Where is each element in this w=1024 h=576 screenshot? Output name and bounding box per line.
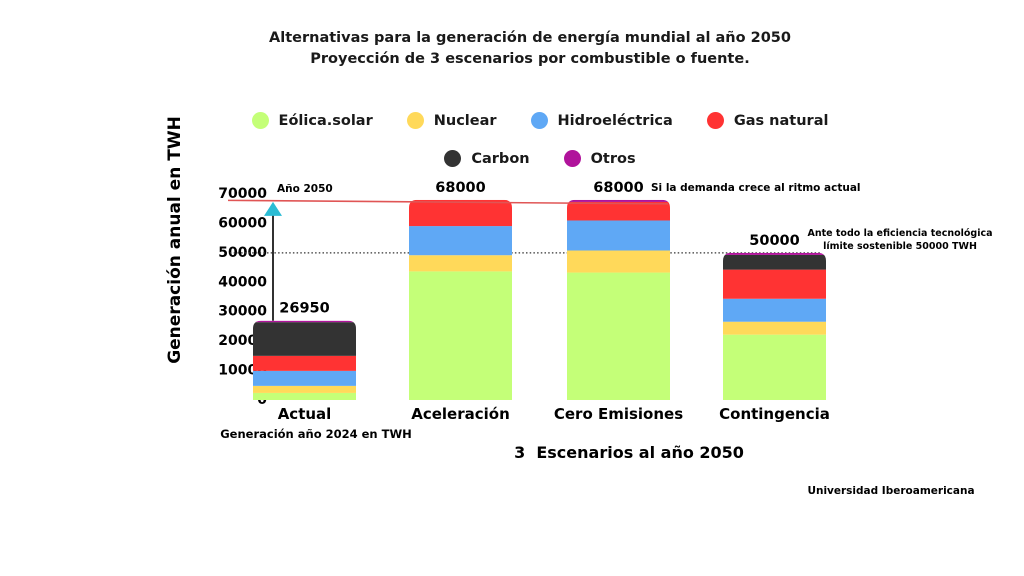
- bar-segment-gas-natural: [723, 269, 826, 299]
- legend-swatch-gas-natural: [706, 112, 724, 129]
- bar-segment-nuclear: [253, 385, 356, 393]
- y-tick-label: 30000: [218, 304, 267, 320]
- bar-stack: [723, 252, 826, 400]
- legend-item-eolica-solar: Eólica.solar: [251, 112, 373, 129]
- y-tick-label: 60000: [218, 215, 267, 231]
- legend-item-nuclear: Nuclear: [406, 112, 497, 129]
- legend-item-gas-natural: Gas natural: [706, 112, 829, 129]
- bar-segment-gas-natural: [409, 199, 512, 227]
- bar-total-label: 50000: [749, 233, 799, 249]
- x-axis-label: 3 Escenarios al año 2050: [514, 443, 744, 462]
- y-tick-label: 40000: [218, 274, 267, 290]
- legend-label: Otros: [590, 150, 636, 167]
- bar-segment-nuclear: [409, 255, 512, 272]
- legend-swatch-eolica-solar: [251, 112, 269, 129]
- x-tick-label: Cero Emisiones: [554, 405, 683, 423]
- x-tick-sublabel: Generación año 2024 en TWH: [220, 427, 412, 441]
- bar-segment-carbon: [723, 254, 826, 270]
- bar-segment-otros: [253, 320, 356, 323]
- legend-item-carbon: Carbon: [444, 150, 530, 167]
- bar-group-aceleracion: 68000: [409, 180, 512, 400]
- bars: 26950 68000 68000 50000: [230, 180, 826, 400]
- x-axis-categories: Actual Generación año 2024 en TWH Acelerac…: [220, 405, 830, 441]
- y-tick-label: 50000: [218, 245, 267, 261]
- bar-stack: [409, 199, 512, 400]
- bar-segment-carbon: [253, 322, 356, 356]
- bar-group-contingencia: 50000: [723, 233, 826, 400]
- bar-segment-hidroelectrica: [253, 370, 356, 386]
- y-axis-label: Generación anual en TWH: [165, 116, 185, 364]
- arrow-label: Año 2050: [277, 183, 333, 195]
- bar-stack: [253, 320, 356, 400]
- bar-group-actual: 26950: [253, 301, 356, 400]
- bar-segment-eolica-solar: [409, 271, 512, 400]
- chart-title: Alternativas para la generación de energ…: [269, 30, 791, 46]
- legend-row-2: Carbon Otros: [0, 150, 1024, 167]
- arrow-head-icon: [264, 201, 282, 216]
- bar-segment-eolica-solar: [567, 272, 670, 400]
- legend-label: Carbon: [471, 150, 530, 167]
- demand-trend-label: Si la demanda crece al ritmo actual: [651, 182, 861, 194]
- bar-total-label: 26950: [279, 301, 329, 317]
- bar-total-label: 68000: [435, 180, 485, 196]
- x-tick-label: Aceleración: [411, 405, 510, 423]
- credit-text: Universidad Iberoamericana: [807, 485, 974, 497]
- sustainable-limit-label-2: límite sostenible 50000 TWH: [823, 241, 977, 252]
- bar-segment-otros: [567, 199, 670, 202]
- chart-subtitle: Proyección de 3 escenarios por combustib…: [310, 51, 750, 67]
- bar-stack: [567, 199, 670, 400]
- x-tick-label: Actual: [278, 405, 332, 423]
- legend-item-hidroelectrica: Hidroeléctrica: [530, 112, 673, 129]
- legend-label: Nuclear: [433, 112, 497, 129]
- legend-label: Gas natural: [733, 112, 829, 129]
- sustainable-limit-label-1: Ante todo la eficiencia tecnológica: [807, 228, 992, 239]
- legend-item-otros: Otros: [563, 150, 636, 167]
- y-tick-label: 70000: [218, 186, 267, 202]
- bar-total-label: 68000: [593, 180, 643, 196]
- legend-swatch-nuclear: [406, 112, 424, 129]
- bar-segment-gas-natural: [567, 201, 670, 221]
- legend-label: Eólica.solar: [278, 112, 373, 129]
- bar-segment-hidroelectrica: [409, 226, 512, 256]
- x-tick-label: Contingencia: [719, 405, 830, 423]
- bar-segment-otros: [723, 252, 826, 255]
- bar-segment-nuclear: [723, 321, 826, 335]
- legend-row-1: Eólica.solar Nuclear Hidroeléctrica Gas …: [0, 112, 1024, 129]
- legend-swatch-otros: [563, 150, 581, 167]
- bar-segment-eolica-solar: [253, 392, 356, 400]
- demand-trend-line: [227, 199, 669, 205]
- legend-swatch-hidroelectrica: [530, 112, 548, 129]
- bar-segment-hidroelectrica: [567, 220, 670, 251]
- legend-swatch-carbon: [444, 150, 462, 167]
- bar-segment-gas-natural: [253, 355, 356, 371]
- bar-segment-eolica-solar: [723, 334, 826, 400]
- bar-segment-hidroelectrica: [723, 298, 826, 322]
- legend-label: Hidroeléctrica: [557, 112, 673, 129]
- reference-lines: [227, 199, 669, 321]
- bar-segment-nuclear: [567, 250, 670, 273]
- bar-group-cero-emisiones: 68000: [567, 180, 670, 400]
